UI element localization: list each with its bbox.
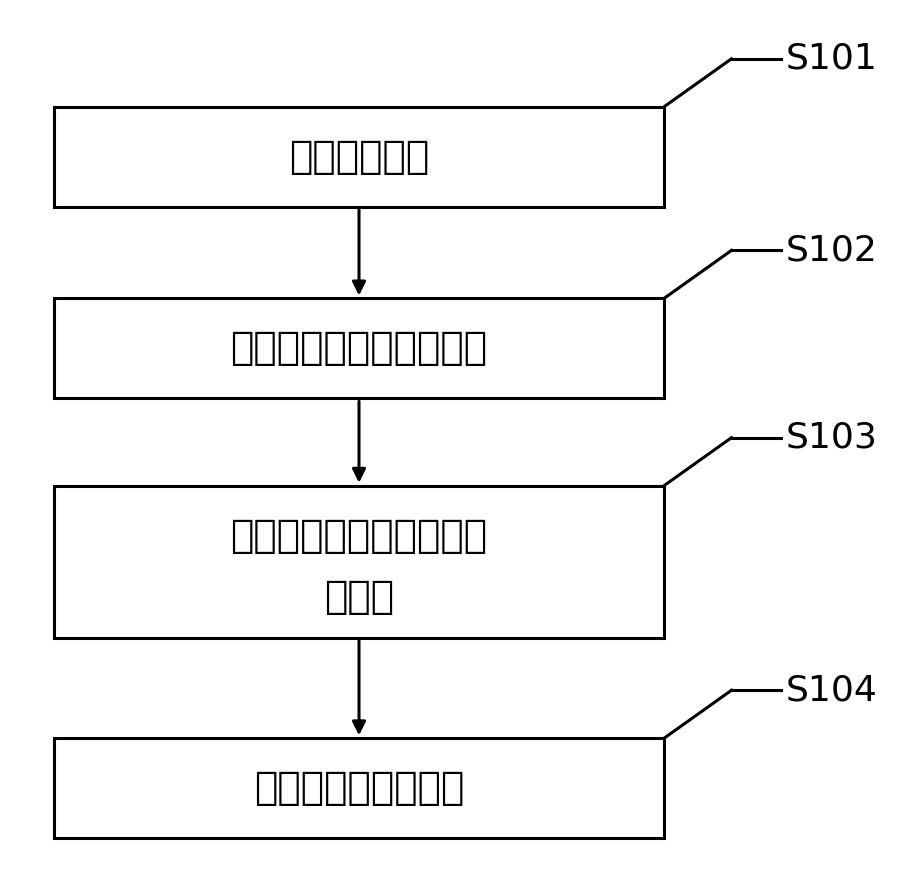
Text: S102: S102 [786,233,877,267]
Text: S103: S103 [786,421,877,455]
Text: 提取待检测视频图像的特: 提取待检测视频图像的特 [230,517,488,555]
Text: S104: S104 [786,673,877,707]
Text: 征向量: 征向量 [324,577,394,616]
Bar [54,486,664,638]
Bar [54,299,664,399]
Bar [54,739,664,838]
Text: 获取训练样本: 获取训练样本 [289,138,429,176]
Text: 采用分类器进行判定: 采用分类器进行判定 [253,769,465,807]
Text: 采用训练样本训练分类器: 采用训练样本训练分类器 [230,329,488,368]
Text: S101: S101 [786,42,877,76]
Bar [54,107,664,207]
